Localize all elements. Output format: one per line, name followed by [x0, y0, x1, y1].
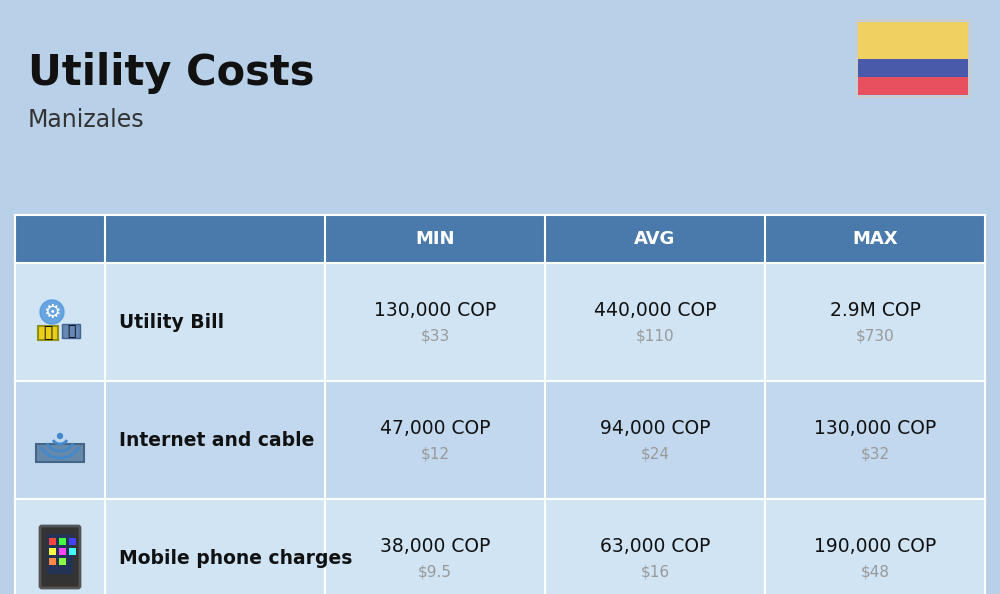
- Text: Utility Costs: Utility Costs: [28, 52, 314, 94]
- Text: 94,000 COP: 94,000 COP: [600, 419, 710, 438]
- Bar: [15, 499, 105, 594]
- Bar: [69, 538, 76, 545]
- Text: $32: $32: [860, 447, 890, 462]
- Bar: [545, 381, 765, 499]
- Text: 47,000 COP: 47,000 COP: [380, 419, 490, 438]
- Text: $110: $110: [636, 328, 674, 343]
- Bar: [545, 263, 765, 381]
- Bar: [325, 499, 545, 594]
- Bar: [765, 381, 985, 499]
- Text: AVG: AVG: [634, 230, 676, 248]
- Bar: [765, 499, 985, 594]
- Bar: [49, 558, 56, 565]
- Circle shape: [58, 434, 62, 438]
- Bar: [59, 548, 66, 555]
- Bar: [49, 548, 56, 555]
- Text: $33: $33: [420, 328, 450, 343]
- Text: 2.9M COP: 2.9M COP: [830, 301, 920, 320]
- Text: $24: $24: [640, 447, 670, 462]
- Bar: [36, 444, 84, 462]
- Text: $16: $16: [640, 564, 670, 580]
- Text: 🔌: 🔌: [43, 326, 53, 340]
- Bar: [62, 324, 80, 338]
- Bar: [858, 22, 968, 58]
- Bar: [38, 326, 58, 340]
- Text: 440,000 COP: 440,000 COP: [594, 301, 716, 320]
- Bar: [545, 215, 765, 263]
- Bar: [15, 263, 105, 381]
- Bar: [105, 215, 325, 263]
- Bar: [105, 499, 325, 594]
- Bar: [15, 381, 105, 499]
- Bar: [858, 77, 968, 95]
- Text: $9.5: $9.5: [418, 564, 452, 580]
- Bar: [765, 215, 985, 263]
- Text: 190,000 COP: 190,000 COP: [814, 536, 936, 555]
- Circle shape: [40, 300, 64, 324]
- Bar: [105, 263, 325, 381]
- Bar: [69, 548, 76, 555]
- Text: Manizales: Manizales: [28, 108, 145, 132]
- Bar: [47, 534, 73, 574]
- Bar: [545, 499, 765, 594]
- Bar: [15, 215, 105, 263]
- Bar: [325, 263, 545, 381]
- Text: 📱: 📱: [67, 324, 75, 338]
- Bar: [325, 381, 545, 499]
- Bar: [858, 58, 968, 77]
- Text: 130,000 COP: 130,000 COP: [374, 301, 496, 320]
- Bar: [49, 538, 56, 545]
- Text: Internet and cable: Internet and cable: [119, 431, 314, 450]
- Text: ⚙: ⚙: [43, 302, 61, 321]
- Text: $12: $12: [420, 447, 450, 462]
- Text: Utility Bill: Utility Bill: [119, 312, 224, 331]
- Bar: [59, 538, 66, 545]
- FancyBboxPatch shape: [40, 526, 80, 588]
- Text: $48: $48: [860, 564, 890, 580]
- Bar: [59, 558, 66, 565]
- Text: 38,000 COP: 38,000 COP: [380, 536, 490, 555]
- Text: 130,000 COP: 130,000 COP: [814, 419, 936, 438]
- Text: 63,000 COP: 63,000 COP: [600, 536, 710, 555]
- Text: Mobile phone charges: Mobile phone charges: [119, 548, 352, 567]
- Bar: [105, 381, 325, 499]
- Bar: [765, 263, 985, 381]
- Text: MAX: MAX: [852, 230, 898, 248]
- Text: MIN: MIN: [415, 230, 455, 248]
- Bar: [325, 215, 545, 263]
- Text: $730: $730: [856, 328, 894, 343]
